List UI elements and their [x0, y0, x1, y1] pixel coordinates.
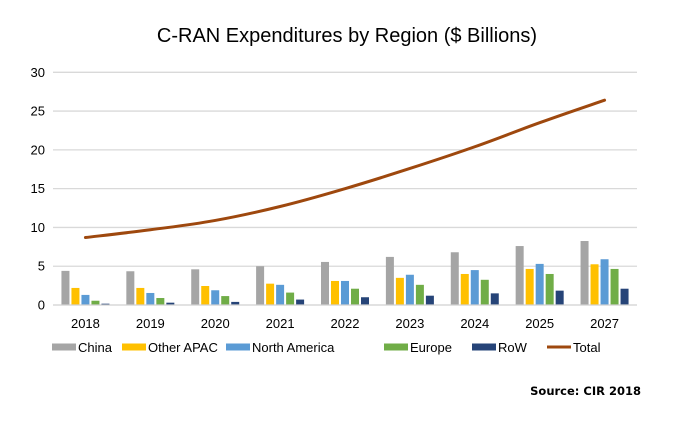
bar-row-2024	[490, 293, 499, 305]
bar-group-2021	[256, 266, 305, 305]
bar-north-america-2023	[405, 274, 414, 305]
legend-label: RoW	[498, 340, 528, 355]
legend-swatch	[52, 343, 76, 351]
bar-group-2027	[580, 241, 629, 305]
bar-europe-2023	[415, 284, 424, 305]
x-tick-label: 2021	[266, 316, 295, 331]
bar-row-2019	[166, 302, 175, 305]
bar-north-america-2020	[211, 290, 220, 305]
y-tick-label: 10	[31, 220, 45, 235]
bar-north-america-2024	[470, 270, 479, 305]
bar-north-america-2027	[600, 259, 609, 305]
bar-north-america-2019	[146, 292, 155, 305]
x-tick-label: 2027	[590, 316, 619, 331]
bar-china-2025	[515, 246, 524, 305]
y-axis-ticks: 0 5 10 15 20 25 30	[31, 65, 45, 313]
bar-europe-2021	[286, 292, 295, 305]
y-tick-label: 0	[38, 298, 45, 313]
chart-title: C-RAN Expenditures by Region ($ Billions…	[157, 25, 537, 47]
bar-group-2023	[385, 256, 434, 305]
bar-china-2018	[61, 270, 70, 305]
y-tick-label: 30	[31, 65, 45, 80]
bar-north-america-2021	[276, 284, 285, 305]
x-tick-label: 2024	[460, 316, 489, 331]
bar-row-2018	[101, 303, 110, 305]
bar-europe-2018	[91, 300, 100, 305]
bar-other-apac-2025	[525, 268, 534, 305]
bar-other-apac-2024	[460, 273, 469, 305]
y-tick-label: 20	[31, 142, 45, 157]
bar-group-2019	[126, 271, 175, 305]
x-tick-label: 2022	[331, 316, 360, 331]
legend-swatch	[384, 343, 408, 351]
bar-north-america-2025	[535, 263, 544, 305]
bar-row-2027	[620, 288, 629, 305]
legend-item-row: RoW	[472, 340, 528, 355]
legend-swatch	[472, 343, 496, 351]
bars	[61, 241, 629, 305]
legend-label: Europe	[410, 340, 452, 355]
gridlines	[53, 71, 637, 267]
bar-china-2024	[450, 252, 459, 305]
source-note: Source: CIR 2018	[530, 384, 641, 398]
x-tick-label: 2019	[136, 316, 165, 331]
bar-china-2021	[256, 266, 265, 305]
bar-group-2018	[61, 270, 110, 305]
bar-europe-2027	[610, 268, 619, 305]
legend-label: North America	[252, 340, 335, 355]
bar-europe-2020	[221, 296, 230, 305]
x-tick-label: 2020	[201, 316, 230, 331]
legend-label: China	[78, 340, 113, 355]
x-tick-label: 2018	[71, 316, 100, 331]
x-tick-label: 2023	[395, 316, 424, 331]
bar-other-apac-2021	[266, 283, 275, 305]
bar-china-2019	[126, 271, 135, 305]
bar-europe-2025	[545, 273, 554, 305]
bar-other-apac-2027	[590, 264, 599, 305]
line-total	[83, 98, 607, 240]
legend-item-other-apac: Other APAC	[122, 340, 218, 355]
bar-row-2020	[231, 301, 240, 305]
bar-row-2021	[296, 299, 305, 305]
legend-item-north-america: North America	[226, 340, 335, 355]
bar-group-2025	[515, 246, 564, 305]
bar-row-2025	[555, 290, 564, 305]
bar-china-2022	[321, 261, 329, 305]
bar-china-2023	[385, 256, 394, 305]
bar-china-2020	[191, 269, 200, 305]
bar-other-apac-2023	[395, 277, 404, 305]
bar-europe-2019	[156, 298, 165, 305]
legend-item-total: Total	[547, 340, 601, 355]
bar-other-apac-2019	[136, 287, 145, 305]
legend-label: Total	[573, 340, 601, 355]
legend-item-china: China	[52, 340, 113, 355]
bar-row-2023	[425, 295, 434, 305]
legend-swatch	[226, 343, 250, 351]
x-tick-label: 2025	[525, 316, 554, 331]
y-tick-label: 15	[31, 181, 45, 196]
bar-other-apac-2018	[71, 287, 80, 305]
x-axis-ticks: 2018 2019 2020 2021 2022 2023 2024 2025 2027	[71, 316, 619, 331]
y-tick-label: 5	[38, 259, 45, 274]
legend: China Other APAC North America Europe RoW Tot…	[52, 340, 601, 355]
bar-other-apac-2020	[201, 285, 210, 305]
bar-europe-2024	[480, 279, 489, 305]
bar-north-america-2018	[81, 294, 90, 305]
bar-china-2027	[580, 241, 589, 305]
y-tick-label: 25	[31, 104, 45, 119]
bar-group-2020	[191, 269, 240, 305]
bar-other-apac-2022	[331, 280, 339, 305]
legend-swatch	[122, 343, 146, 351]
bar-europe-2022	[351, 288, 359, 305]
legend-item-europe: Europe	[384, 340, 452, 355]
bar-north-america-2022	[341, 280, 349, 305]
bar-row-2022	[361, 297, 369, 305]
legend-label: Other APAC	[148, 340, 218, 355]
bar-group-2022	[321, 261, 369, 305]
bar-group-2024	[450, 252, 499, 305]
total-line-layer	[83, 98, 607, 240]
